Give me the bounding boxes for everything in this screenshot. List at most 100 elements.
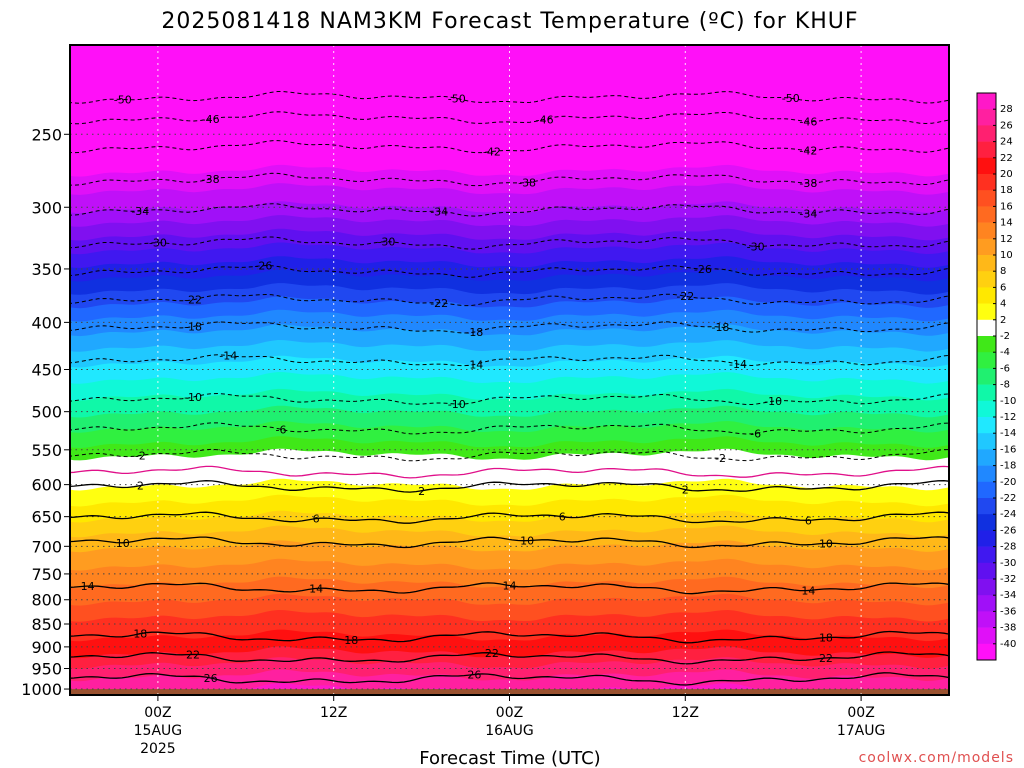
contour-label: 18 (819, 631, 833, 644)
colorbar-swatch (977, 627, 996, 645)
contour-label: -6 (750, 427, 761, 440)
y-tick-label: 1000 (21, 680, 62, 699)
colorbar-swatch (977, 190, 996, 207)
credit-text: coolwx.com/models (859, 750, 1014, 766)
colorbar-swatch (977, 141, 996, 159)
x-tick-label: 00Z (496, 705, 523, 721)
colorbar-label: 2 (1000, 315, 1006, 326)
colorbar-swatch (977, 530, 996, 547)
contour-label: -46 (799, 115, 817, 128)
colorbar-label: 6 (1000, 282, 1006, 293)
contour-line (70, 630, 949, 644)
colorbar-label: 10 (1000, 250, 1013, 261)
contour-label: -22 (430, 297, 448, 310)
contour-label: -34 (430, 205, 448, 218)
y-tick-label: 400 (31, 313, 62, 332)
ground-surface (70, 689, 949, 695)
colorbar-label: 20 (1000, 169, 1013, 180)
contour-line (70, 480, 949, 493)
contour-line (70, 90, 949, 104)
colorbar-label: -40 (1000, 639, 1016, 650)
colorbar-swatch (977, 384, 996, 402)
colorbar-label: 12 (1000, 234, 1013, 245)
colorbar-label: -14 (1000, 428, 1016, 439)
colorbar-label: -24 (1000, 509, 1016, 520)
x-tick-label: 12Z (320, 705, 347, 721)
colorbar-label: -28 (1000, 542, 1016, 553)
contour-label: -38 (799, 177, 817, 190)
contour-line (70, 422, 949, 435)
contour-label: 10 (819, 537, 833, 550)
colorbar-label: 8 (1000, 266, 1006, 277)
x-tick-label: 00Z (847, 705, 874, 721)
contour-label: 6 (559, 511, 566, 524)
contour-label: 2 (418, 485, 425, 498)
colorbar-swatch (977, 400, 996, 418)
contour-line (70, 236, 949, 250)
contour-label: -18 (465, 326, 483, 339)
colorbar-swatch (977, 238, 996, 256)
chart-title: 2025081418 NAM3KM Forecast Temperature (… (161, 9, 858, 34)
contour-label: -38 (202, 173, 220, 186)
y-tick-label: 300 (31, 198, 62, 217)
colorbar-label: -10 (1000, 396, 1016, 407)
colorbar-swatch (977, 174, 996, 191)
colorbar-swatch (977, 222, 996, 240)
colorbar-label: -34 (1000, 590, 1016, 601)
colorbar-label: -32 (1000, 574, 1016, 585)
contour-label: -2 (715, 452, 726, 465)
y-tick-label: 500 (31, 403, 62, 422)
contour-line (70, 354, 949, 367)
contour-line (70, 293, 949, 307)
contour-label: -42 (799, 144, 817, 157)
colorbar-label: -36 (1000, 606, 1016, 617)
colorbar-swatch (977, 595, 996, 612)
plot-area: -50 -50 -50 -46 -46 -46 -42 -42 -38 -38 -38 -34 -34 -… (70, 45, 949, 695)
colorbar-label: 18 (1000, 185, 1013, 196)
contour-label: 14 (81, 580, 95, 593)
colorbar-swatch (977, 303, 996, 321)
contour-label: -46 (536, 113, 554, 126)
contour-line (70, 465, 949, 479)
colorbar-label: 24 (1000, 137, 1013, 148)
colorbar-label: 22 (1000, 153, 1013, 164)
colorbar-swatch (977, 93, 996, 110)
colorbar-swatch (977, 352, 996, 369)
colorbar-label: 4 (1000, 299, 1006, 310)
colorbar-label: -8 (1000, 380, 1010, 391)
contour-label: 22 (485, 647, 499, 660)
contour-label: -10 (764, 395, 782, 408)
colorbar: 28 26 24 22 20 18 16 14 12 10 8 6 4 2 -2 -4 -6 -8 -10 -12 -1… (976, 92, 1016, 661)
contour-label: -34 (131, 205, 149, 218)
colorbar-label: -6 (1000, 363, 1010, 374)
colorbar-swatch (977, 611, 996, 628)
colorbar-swatch (977, 433, 996, 450)
colorbar-label: 14 (1000, 218, 1013, 229)
colorbar-swatch (977, 287, 996, 304)
colorbar-label: -22 (1000, 493, 1016, 504)
colorbar-label: -26 (1000, 525, 1016, 536)
colorbar-swatch (977, 125, 996, 142)
contour-line (70, 651, 949, 665)
contour-label: -50 (782, 92, 800, 105)
contour-label: -18 (711, 321, 729, 334)
contour-label: 6 (313, 513, 320, 526)
contour-label: -50 (114, 93, 132, 106)
contour-label: 2 (137, 480, 144, 493)
contour-label: 2 (682, 484, 689, 497)
x-axis-label: Forecast Time (UTC) (419, 748, 600, 768)
contour-label: 26 (204, 672, 218, 685)
x-tick-label: 12Z (672, 705, 699, 721)
contour-label: 18 (133, 628, 147, 641)
colorbar-label: -18 (1000, 461, 1016, 472)
contour-label: -14 (465, 358, 483, 371)
y-tick-label: 700 (31, 537, 62, 556)
y-tick-label: 800 (31, 591, 62, 610)
y-tick-label: 450 (31, 361, 62, 380)
x-tick-year: 2025 (140, 741, 176, 757)
contour-line (70, 321, 949, 334)
x-tick-date: 17AUG (837, 723, 886, 739)
colorbar-label: -30 (1000, 558, 1016, 569)
contour-label: -30 (747, 240, 765, 253)
